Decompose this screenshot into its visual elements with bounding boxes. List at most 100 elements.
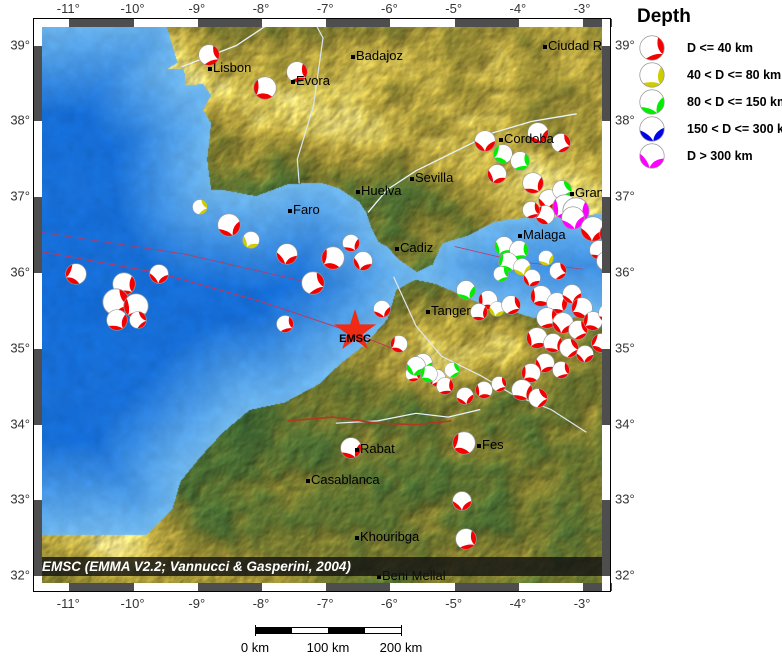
focal-mechanism-beachball[interactable] bbox=[523, 269, 541, 287]
focal-mechanism-beachball[interactable] bbox=[129, 311, 147, 329]
focal-mechanism-beachball[interactable] bbox=[286, 61, 308, 83]
focal-mechanism-beachball[interactable] bbox=[491, 376, 507, 392]
latitude-tick-right: 33° bbox=[615, 491, 635, 507]
city-dot-icon bbox=[355, 448, 359, 452]
focal-mechanism-beachball[interactable] bbox=[535, 353, 555, 373]
focal-mechanism-beachball[interactable] bbox=[562, 284, 582, 304]
city-label: Khouribga bbox=[360, 529, 420, 544]
latitude-tick-right: 37° bbox=[615, 188, 635, 204]
focal-mechanism-beachball[interactable] bbox=[470, 303, 488, 321]
longitude-tick-bottom: -6° bbox=[381, 596, 398, 611]
focal-mechanism-beachball[interactable] bbox=[561, 206, 585, 230]
focal-mechanism-beachball[interactable] bbox=[511, 379, 533, 401]
focal-mechanism-beachball[interactable] bbox=[373, 300, 391, 318]
focal-mechanism-beachball[interactable] bbox=[527, 122, 549, 144]
scale-bar-track: 0 km 100 km 200 km bbox=[241, 625, 422, 655]
focal-mechanism-beachball[interactable] bbox=[444, 362, 460, 378]
city-label: Huelva bbox=[361, 183, 402, 198]
focal-mechanism-beachball[interactable] bbox=[559, 338, 579, 358]
focal-mechanism-beachball[interactable] bbox=[538, 250, 554, 266]
city-label: Ciudad Real bbox=[548, 38, 611, 53]
epicenter-star-marker[interactable]: EMSC bbox=[333, 309, 377, 353]
scale-bar-end-tick bbox=[255, 625, 256, 636]
focal-mechanism-beachball[interactable] bbox=[510, 151, 530, 171]
focal-mechanism-beachball[interactable] bbox=[493, 266, 509, 282]
focal-mechanism-beachball[interactable] bbox=[522, 172, 544, 194]
focal-mechanism-beachball[interactable] bbox=[253, 76, 277, 100]
legend-entry[interactable]: 80 < D <= 150 km bbox=[631, 88, 782, 115]
city-dot-icon bbox=[426, 310, 430, 314]
focal-mechanism-beachball[interactable] bbox=[452, 431, 476, 455]
focal-mechanism-beachball[interactable] bbox=[420, 365, 438, 383]
focal-mechanism-beachball[interactable] bbox=[342, 234, 360, 252]
focal-mechanism-beachball[interactable] bbox=[552, 361, 570, 379]
city-dot-icon bbox=[395, 247, 399, 251]
longitude-tick-top: -10° bbox=[120, 1, 145, 16]
scale-bar: 0 km 100 km 200 km bbox=[241, 625, 422, 655]
city-label: Rabat bbox=[360, 441, 395, 456]
city-dot-icon bbox=[543, 45, 547, 49]
focal-mechanism-beachball[interactable] bbox=[301, 271, 325, 295]
legend-entry[interactable]: 150 < D <= 300 km bbox=[631, 115, 782, 142]
focal-mechanism-beachball[interactable] bbox=[353, 251, 373, 271]
focal-mechanism-beachball[interactable] bbox=[198, 44, 220, 66]
focal-mechanism-beachball[interactable] bbox=[436, 377, 454, 395]
longitude-tick-bottom: -4° bbox=[509, 596, 527, 611]
focal-mechanism-beachball[interactable] bbox=[576, 345, 594, 363]
focal-mechanism-beachball[interactable] bbox=[549, 262, 567, 280]
attribution-text: EMSC (EMMA V2.2; Vannucci & Gasperini, 2… bbox=[42, 559, 351, 574]
focal-mechanism-beachball[interactable] bbox=[487, 164, 507, 184]
focal-mechanism-beachball[interactable] bbox=[340, 437, 362, 459]
focal-mechanism-beachball[interactable] bbox=[526, 327, 548, 349]
latitude-tick-right: 34° bbox=[615, 416, 635, 432]
latitude-tick-left: 37° bbox=[10, 188, 30, 204]
focal-mechanism-beachball[interactable] bbox=[571, 297, 593, 319]
beachball-icon bbox=[639, 142, 665, 169]
focal-mechanism-beachball[interactable] bbox=[149, 264, 169, 284]
legend-entry[interactable]: D <= 40 km bbox=[631, 34, 782, 61]
focal-mechanism-beachball[interactable] bbox=[474, 130, 496, 152]
focal-mechanism-beachball[interactable] bbox=[106, 309, 128, 331]
city-dot-icon bbox=[377, 575, 381, 579]
map-frame-top bbox=[33, 18, 612, 27]
city-dot-icon bbox=[306, 479, 310, 483]
focal-mechanism-beachball[interactable] bbox=[528, 388, 548, 408]
focal-mechanism-beachball[interactable] bbox=[530, 285, 552, 307]
focal-mechanism-beachball[interactable] bbox=[521, 363, 541, 383]
map-frame-right bbox=[602, 18, 611, 592]
legend-entry[interactable]: D > 300 km bbox=[631, 142, 782, 169]
city-label: Cadiz bbox=[400, 240, 434, 255]
legend-entry[interactable]: 40 < D <= 80 km bbox=[631, 61, 782, 88]
focal-mechanism-beachball[interactable] bbox=[321, 246, 345, 270]
city-label: Sevilla bbox=[415, 170, 454, 185]
city-dot-icon bbox=[355, 536, 359, 540]
city-label: Tanger bbox=[431, 303, 471, 318]
focal-mechanism-beachball[interactable] bbox=[522, 201, 540, 219]
focal-mechanism-beachball[interactable] bbox=[456, 280, 476, 300]
latitude-tick-left: 34° bbox=[10, 416, 30, 432]
focal-mechanism-beachball[interactable] bbox=[276, 243, 298, 265]
city-label: Lisbon bbox=[213, 60, 252, 75]
focal-mechanism-beachball[interactable] bbox=[452, 491, 472, 511]
focal-mechanism-beachball[interactable] bbox=[390, 335, 408, 353]
focal-mechanism-beachball[interactable] bbox=[406, 356, 426, 376]
focal-mechanism-beachball[interactable] bbox=[65, 263, 87, 285]
focal-mechanism-beachball[interactable] bbox=[475, 381, 493, 399]
focal-mechanism-beachball[interactable] bbox=[217, 213, 241, 237]
focal-mechanism-beachball[interactable] bbox=[242, 231, 260, 249]
focal-mechanism-beachball[interactable] bbox=[583, 311, 603, 331]
focal-mechanism-beachball[interactable] bbox=[568, 320, 588, 340]
focal-mechanism-beachball[interactable] bbox=[501, 295, 521, 315]
focal-mechanism-beachball[interactable] bbox=[551, 133, 571, 153]
city-dot-icon bbox=[288, 209, 292, 213]
focal-mechanism-beachball[interactable] bbox=[493, 144, 513, 164]
focal-mechanism-beachball[interactable] bbox=[455, 528, 477, 550]
longitude-tick-bottom: -9° bbox=[188, 596, 206, 611]
focal-mechanism-beachball[interactable] bbox=[192, 199, 208, 215]
longitude-tick-bottom: -7° bbox=[316, 596, 334, 611]
focal-mechanism-beachball[interactable] bbox=[276, 315, 294, 333]
latitude-tick-right: 35° bbox=[615, 340, 635, 356]
longitude-tick-bottom: -8° bbox=[252, 596, 270, 611]
city-label: Evora bbox=[296, 73, 330, 88]
focal-mechanism-beachball[interactable] bbox=[456, 387, 474, 405]
